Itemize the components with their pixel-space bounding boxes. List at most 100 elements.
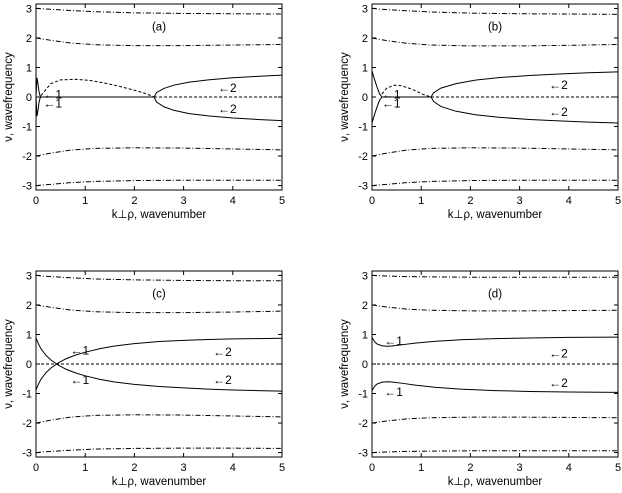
x-axis-label: k⊥ρ, wavenumber	[112, 209, 207, 221]
x-tick-label: 0	[33, 195, 39, 207]
y-tick-label: 1	[26, 62, 32, 74]
x-tick-label: 3	[517, 462, 523, 474]
panel-label: (b)	[488, 22, 502, 34]
y-tick-label: 2	[26, 300, 32, 312]
panel-label: (a)	[152, 22, 166, 34]
series-line-dashdot-9	[36, 37, 282, 47]
y-tick-label: -2	[22, 418, 32, 430]
x-tick-label: 0	[33, 462, 39, 474]
series-line-solid-1	[372, 336, 618, 347]
series-line-solid-2	[36, 96, 42, 117]
y-tick-label: -1	[22, 389, 32, 401]
series-line-dashdot-5	[36, 304, 282, 314]
branch-annotation: ←1	[384, 334, 403, 348]
x-tick-label: 5	[279, 195, 285, 207]
x-axis-label: k⊥ρ, wavenumber	[448, 209, 543, 221]
chart-panel-3: 0 1 2 3 4 5 -3 -2 -1 0 1 2 3 k⊥ρ, wavenumber ν, wavefr…	[3, 270, 285, 488]
branch-annotation: ←2	[213, 345, 232, 359]
branch-annotation: ←2	[218, 102, 237, 116]
branch-annotation: ←2	[549, 347, 568, 361]
x-tick-label: 1	[82, 195, 88, 207]
y-tick-label: -2	[358, 418, 368, 430]
chart-panel-1: 0 1 2 3 4 5 -3 -2 -1 0 1 2 3 k⊥ρ, wavenumber ν, wavefr…	[3, 3, 285, 221]
series-line-solid-5	[430, 96, 618, 124]
series-line-dashdot-4	[36, 274, 282, 282]
branch-annotation: ←1	[382, 96, 401, 110]
x-tick-label: 1	[418, 462, 424, 474]
x-tick-label: 2	[467, 462, 473, 474]
x-tick-label: 5	[615, 462, 621, 474]
series-line-dashdot-7	[36, 447, 282, 454]
branch-annotation: ←1	[43, 88, 62, 102]
series-line-dashdot-10	[36, 147, 282, 157]
series-group	[372, 274, 618, 454]
series-line-dashdot-8	[372, 7, 618, 15]
x-tick-label: 2	[467, 195, 473, 207]
x-tick-label: 0	[369, 195, 375, 207]
chart-panel-4: 0 1 2 3 4 5 -3 -2 -1 0 1 2 3 k⊥ρ, wavenumber ν, wavefr…	[339, 270, 621, 488]
branch-annotation: ←1	[70, 373, 89, 387]
branch-annotation: ←2	[549, 105, 568, 119]
y-tick-label: 3	[362, 3, 368, 15]
series-line-dashdot-5	[372, 304, 618, 312]
y-tick-label: 2	[362, 33, 368, 45]
x-tick-label: 0	[369, 462, 375, 474]
chart-panel-2: 0 1 2 3 4 5 -3 -2 -1 0 1 2 3 k⊥ρ, wavenumber ν, wavefr…	[339, 3, 621, 221]
y-tick-label: -2	[358, 151, 368, 163]
series-line-solid-1	[36, 77, 42, 98]
y-tick-label: -1	[358, 122, 368, 134]
branch-annotation: ←2	[549, 78, 568, 92]
branch-annotation: ←1	[70, 344, 89, 358]
y-tick-label: 2	[362, 300, 368, 312]
x-tick-label: 2	[131, 195, 137, 207]
series-line-dashdot-7	[372, 450, 618, 454]
y-tick-label: 0	[26, 92, 32, 104]
series-line-dashdot-6	[36, 414, 282, 424]
y-tick-label: -3	[22, 181, 32, 193]
y-tick-label: -2	[22, 151, 32, 163]
x-tick-label: 1	[82, 462, 88, 474]
x-tick-label: 2	[131, 462, 137, 474]
y-axis-label: ν, wavefrequency	[339, 319, 351, 409]
series-line-solid-4	[153, 74, 282, 98]
series-line-dashdot-11	[36, 179, 282, 187]
y-tick-label: -1	[358, 389, 368, 401]
series-line-dashdot-4	[372, 274, 618, 278]
series-line-dashdot-6	[372, 416, 618, 424]
series-line-dashdot-11	[372, 179, 618, 187]
y-tick-label: 3	[26, 3, 32, 15]
y-tick-label: -3	[22, 448, 32, 460]
x-tick-label: 3	[517, 195, 523, 207]
y-tick-label: 1	[362, 329, 368, 341]
x-tick-label: 5	[279, 462, 285, 474]
x-tick-label: 4	[230, 462, 236, 474]
series-line-solid-4	[430, 71, 618, 98]
series-line-solid-1	[36, 337, 282, 392]
y-tick-label: -3	[358, 448, 368, 460]
panel-label: (c)	[152, 289, 166, 301]
y-tick-label: 1	[362, 62, 368, 74]
branch-annotation: ←2	[213, 373, 232, 387]
x-tick-label: 4	[566, 462, 572, 474]
y-tick-label: 1	[26, 329, 32, 341]
y-tick-label: 0	[26, 359, 32, 371]
y-axis-label: ν, wavefrequency	[339, 52, 351, 142]
series-line-dashdot-9	[372, 37, 618, 47]
branch-annotation: ←2	[218, 81, 237, 95]
y-tick-label: 3	[362, 270, 368, 282]
y-tick-label: -3	[358, 181, 368, 193]
branch-annotation: ←1	[382, 88, 401, 102]
x-tick-label: 4	[566, 195, 572, 207]
series-line-solid-2	[36, 337, 282, 391]
series-line-dashed-6	[40, 78, 155, 98]
series-line-solid-2	[372, 381, 618, 393]
series-group	[372, 7, 618, 187]
x-axis-label: k⊥ρ, wavenumber	[112, 476, 207, 488]
series-line-solid-2	[372, 96, 383, 124]
y-tick-label: -1	[22, 122, 32, 134]
series-group	[36, 7, 282, 187]
x-tick-label: 1	[418, 195, 424, 207]
panel-label: (d)	[488, 289, 502, 301]
y-tick-label: 0	[362, 92, 368, 104]
